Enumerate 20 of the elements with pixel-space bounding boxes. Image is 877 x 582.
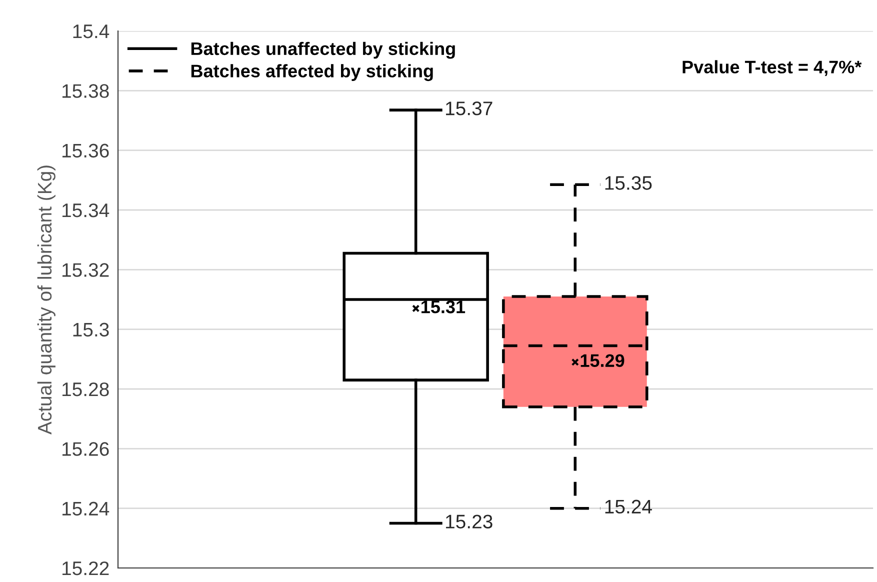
- legend-label: Batches unaffected by sticking: [191, 42, 455, 59]
- y-tick-label: 15.4: [73, 24, 110, 38]
- annotation: 15.35: [605, 176, 652, 190]
- y-tick-label: 15.38: [62, 84, 109, 98]
- y-tick-label: 15.22: [62, 561, 109, 576]
- y-tick-label: 15.24: [62, 502, 110, 516]
- annotation: 15.23: [446, 514, 492, 528]
- y-tick-label: 15.36: [62, 144, 109, 158]
- y-tick-label: 15.3: [73, 322, 109, 337]
- y-tick-label: 15.28: [62, 382, 109, 396]
- annotation: 15.29: [580, 354, 624, 367]
- annotation: 15.24: [605, 500, 652, 514]
- annotation: 15.37: [446, 102, 492, 116]
- legend-label: Batches affected by sticking: [191, 64, 433, 82]
- y-tick-label: 15.32: [62, 263, 109, 277]
- y-axis-title: Actual quantity of lubricant (Kg): [37, 166, 56, 435]
- annotation: 15.31: [422, 300, 466, 314]
- y-tick-label: 15.26: [62, 442, 109, 456]
- annotation: Pvalue T-test = 4,7%*: [682, 60, 862, 76]
- y-tick-label: 15.34: [62, 203, 110, 218]
